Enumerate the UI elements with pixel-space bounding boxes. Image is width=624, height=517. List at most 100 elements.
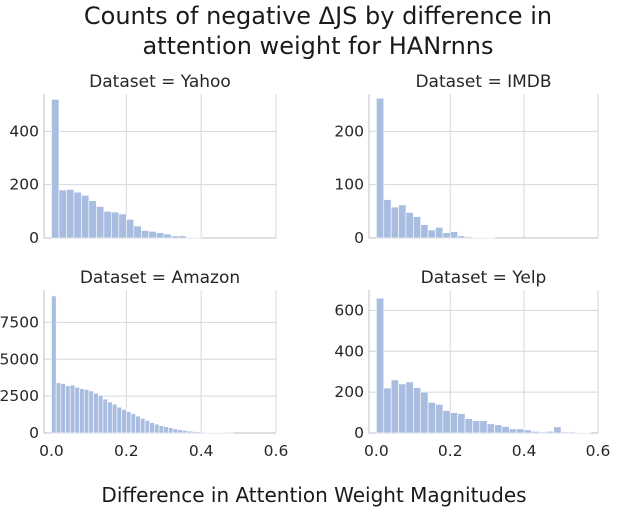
- amazon-bar: [172, 428, 179, 434]
- yahoo-bar: [111, 211, 120, 239]
- figure-title-line2: attention weight for HANrnns: [142, 32, 493, 60]
- amazon-bar: [140, 417, 146, 434]
- yahoo-ytick-label: 200: [9, 176, 39, 194]
- amazon-bar: [182, 430, 188, 434]
- amazon-bar: [149, 422, 155, 434]
- amazon-bar: [200, 431, 207, 434]
- imdb-bar: [398, 204, 407, 239]
- yelp-bar: [457, 413, 466, 434]
- yahoo-bar: [73, 191, 82, 239]
- yelp-bar: [568, 431, 577, 434]
- amazon-bar: [126, 411, 132, 434]
- amazon-bar: [191, 431, 197, 434]
- yahoo-bar: [170, 235, 180, 239]
- yelp-bar: [398, 383, 407, 434]
- amazon-bar: [69, 384, 76, 434]
- amazon-bar: [83, 389, 90, 434]
- amazon-bar: [186, 430, 193, 434]
- yelp-ytick-label: 400: [334, 342, 364, 360]
- yelp-bar: [538, 431, 547, 434]
- amazon-bar: [121, 409, 127, 434]
- yahoo-ytick-label: 400: [9, 122, 39, 140]
- amazon-ytick-label: 0: [29, 424, 39, 442]
- amazon-bar: [55, 382, 62, 434]
- imdb-bar: [405, 212, 414, 239]
- imdb-bar: [486, 237, 495, 239]
- amazon-bar: [65, 385, 71, 434]
- amazon-panel-title: Dataset = Amazon: [80, 268, 240, 288]
- yelp-bar: [390, 379, 399, 434]
- yelp-bar: [575, 432, 584, 434]
- yelp-bar: [383, 387, 392, 434]
- yahoo-bar: [118, 213, 127, 239]
- yelp-panel-title: Dataset = Yelp: [421, 268, 547, 288]
- yahoo-bar: [140, 230, 150, 239]
- amazon-ytick-label: 5000: [0, 350, 39, 368]
- imdb-bar: [383, 199, 392, 239]
- yelp-ytick-label: 0: [354, 424, 364, 442]
- imdb-bar: [435, 227, 444, 239]
- amazon-bar: [130, 413, 136, 434]
- panel-yelp: Dataset = Yelp 0 200 400 600 0.0 0.2 0.4 0.6: [334, 268, 610, 460]
- amazon-bar: [116, 406, 122, 434]
- amazon-xtick-label: 0.4: [189, 442, 214, 460]
- amazon-bar: [93, 392, 99, 434]
- imdb-bar: [413, 216, 422, 239]
- yahoo-bar: [96, 206, 105, 239]
- yelp-bar: [509, 428, 518, 434]
- yelp-xtick-label: 0.4: [512, 442, 537, 460]
- imdb-bar: [472, 237, 481, 239]
- amazon-bar: [144, 420, 151, 434]
- amazon-bar: [88, 390, 94, 434]
- yahoo-bar: [126, 219, 135, 239]
- yelp-bar: [531, 431, 540, 434]
- yelp-bar: [516, 428, 525, 434]
- yelp-xtick-label: 0.6: [586, 442, 611, 460]
- yahoo-bar: [133, 225, 142, 239]
- amazon-bar: [107, 401, 113, 434]
- imdb-ytick-label: 100: [334, 176, 364, 194]
- yelp-bar: [494, 424, 503, 434]
- yahoo-bar: [103, 211, 112, 239]
- imdb-bar: [427, 229, 436, 239]
- yelp-bar: [501, 426, 510, 434]
- imdb-bar: [457, 235, 466, 239]
- amazon-bar: [196, 431, 202, 434]
- imdb-bar: [464, 236, 473, 239]
- figure-title-line1: Counts of negative ΔJS by difference in: [84, 2, 552, 30]
- yelp-bar: [405, 381, 414, 434]
- yahoo-bar: [185, 236, 194, 239]
- yelp-ytick-label: 200: [334, 383, 364, 401]
- panel-amazon: Dataset = Amazon 0 2500 5000 7500 0.0 0.2 0.4 0.…: [0, 268, 288, 460]
- amazon-bar: [135, 415, 141, 434]
- amazon-bar: [79, 388, 85, 434]
- yelp-bar: [413, 387, 422, 434]
- imdb-ytick-label: 200: [334, 122, 364, 140]
- yelp-ytick-label: 600: [334, 301, 364, 319]
- imdb-panel-title: Dataset = IMDB: [415, 72, 551, 92]
- yelp-bar: [472, 420, 481, 434]
- yelp-bar: [479, 420, 488, 434]
- yelp-bar: [560, 431, 569, 434]
- imdb-bar: [420, 224, 429, 239]
- yelp-bar: [376, 297, 385, 434]
- figure-x-axis-label: Difference in Attention Weight Magnitude…: [101, 483, 526, 507]
- amazon-bar: [154, 423, 160, 434]
- amazon-bar: [205, 432, 211, 434]
- amazon-xtick-label: 0.6: [264, 442, 289, 460]
- yahoo-bar: [88, 200, 97, 239]
- amazon-ytick-label: 2500: [0, 387, 39, 405]
- amazon-xtick-label: 0.2: [114, 442, 139, 460]
- imdb-bar: [479, 237, 488, 239]
- yahoo-bar: [66, 189, 75, 239]
- yahoo-bar: [51, 99, 60, 239]
- imdb-bar: [390, 206, 399, 239]
- yelp-bar: [523, 429, 532, 434]
- amazon-bar: [97, 395, 104, 434]
- yahoo-ytick-label: 0: [29, 229, 39, 247]
- amazon-bar: [51, 295, 57, 434]
- yahoo-bar: [178, 235, 187, 239]
- yelp-bar: [427, 402, 436, 434]
- yahoo-bar: [81, 195, 90, 239]
- yahoo-bar: [155, 232, 165, 239]
